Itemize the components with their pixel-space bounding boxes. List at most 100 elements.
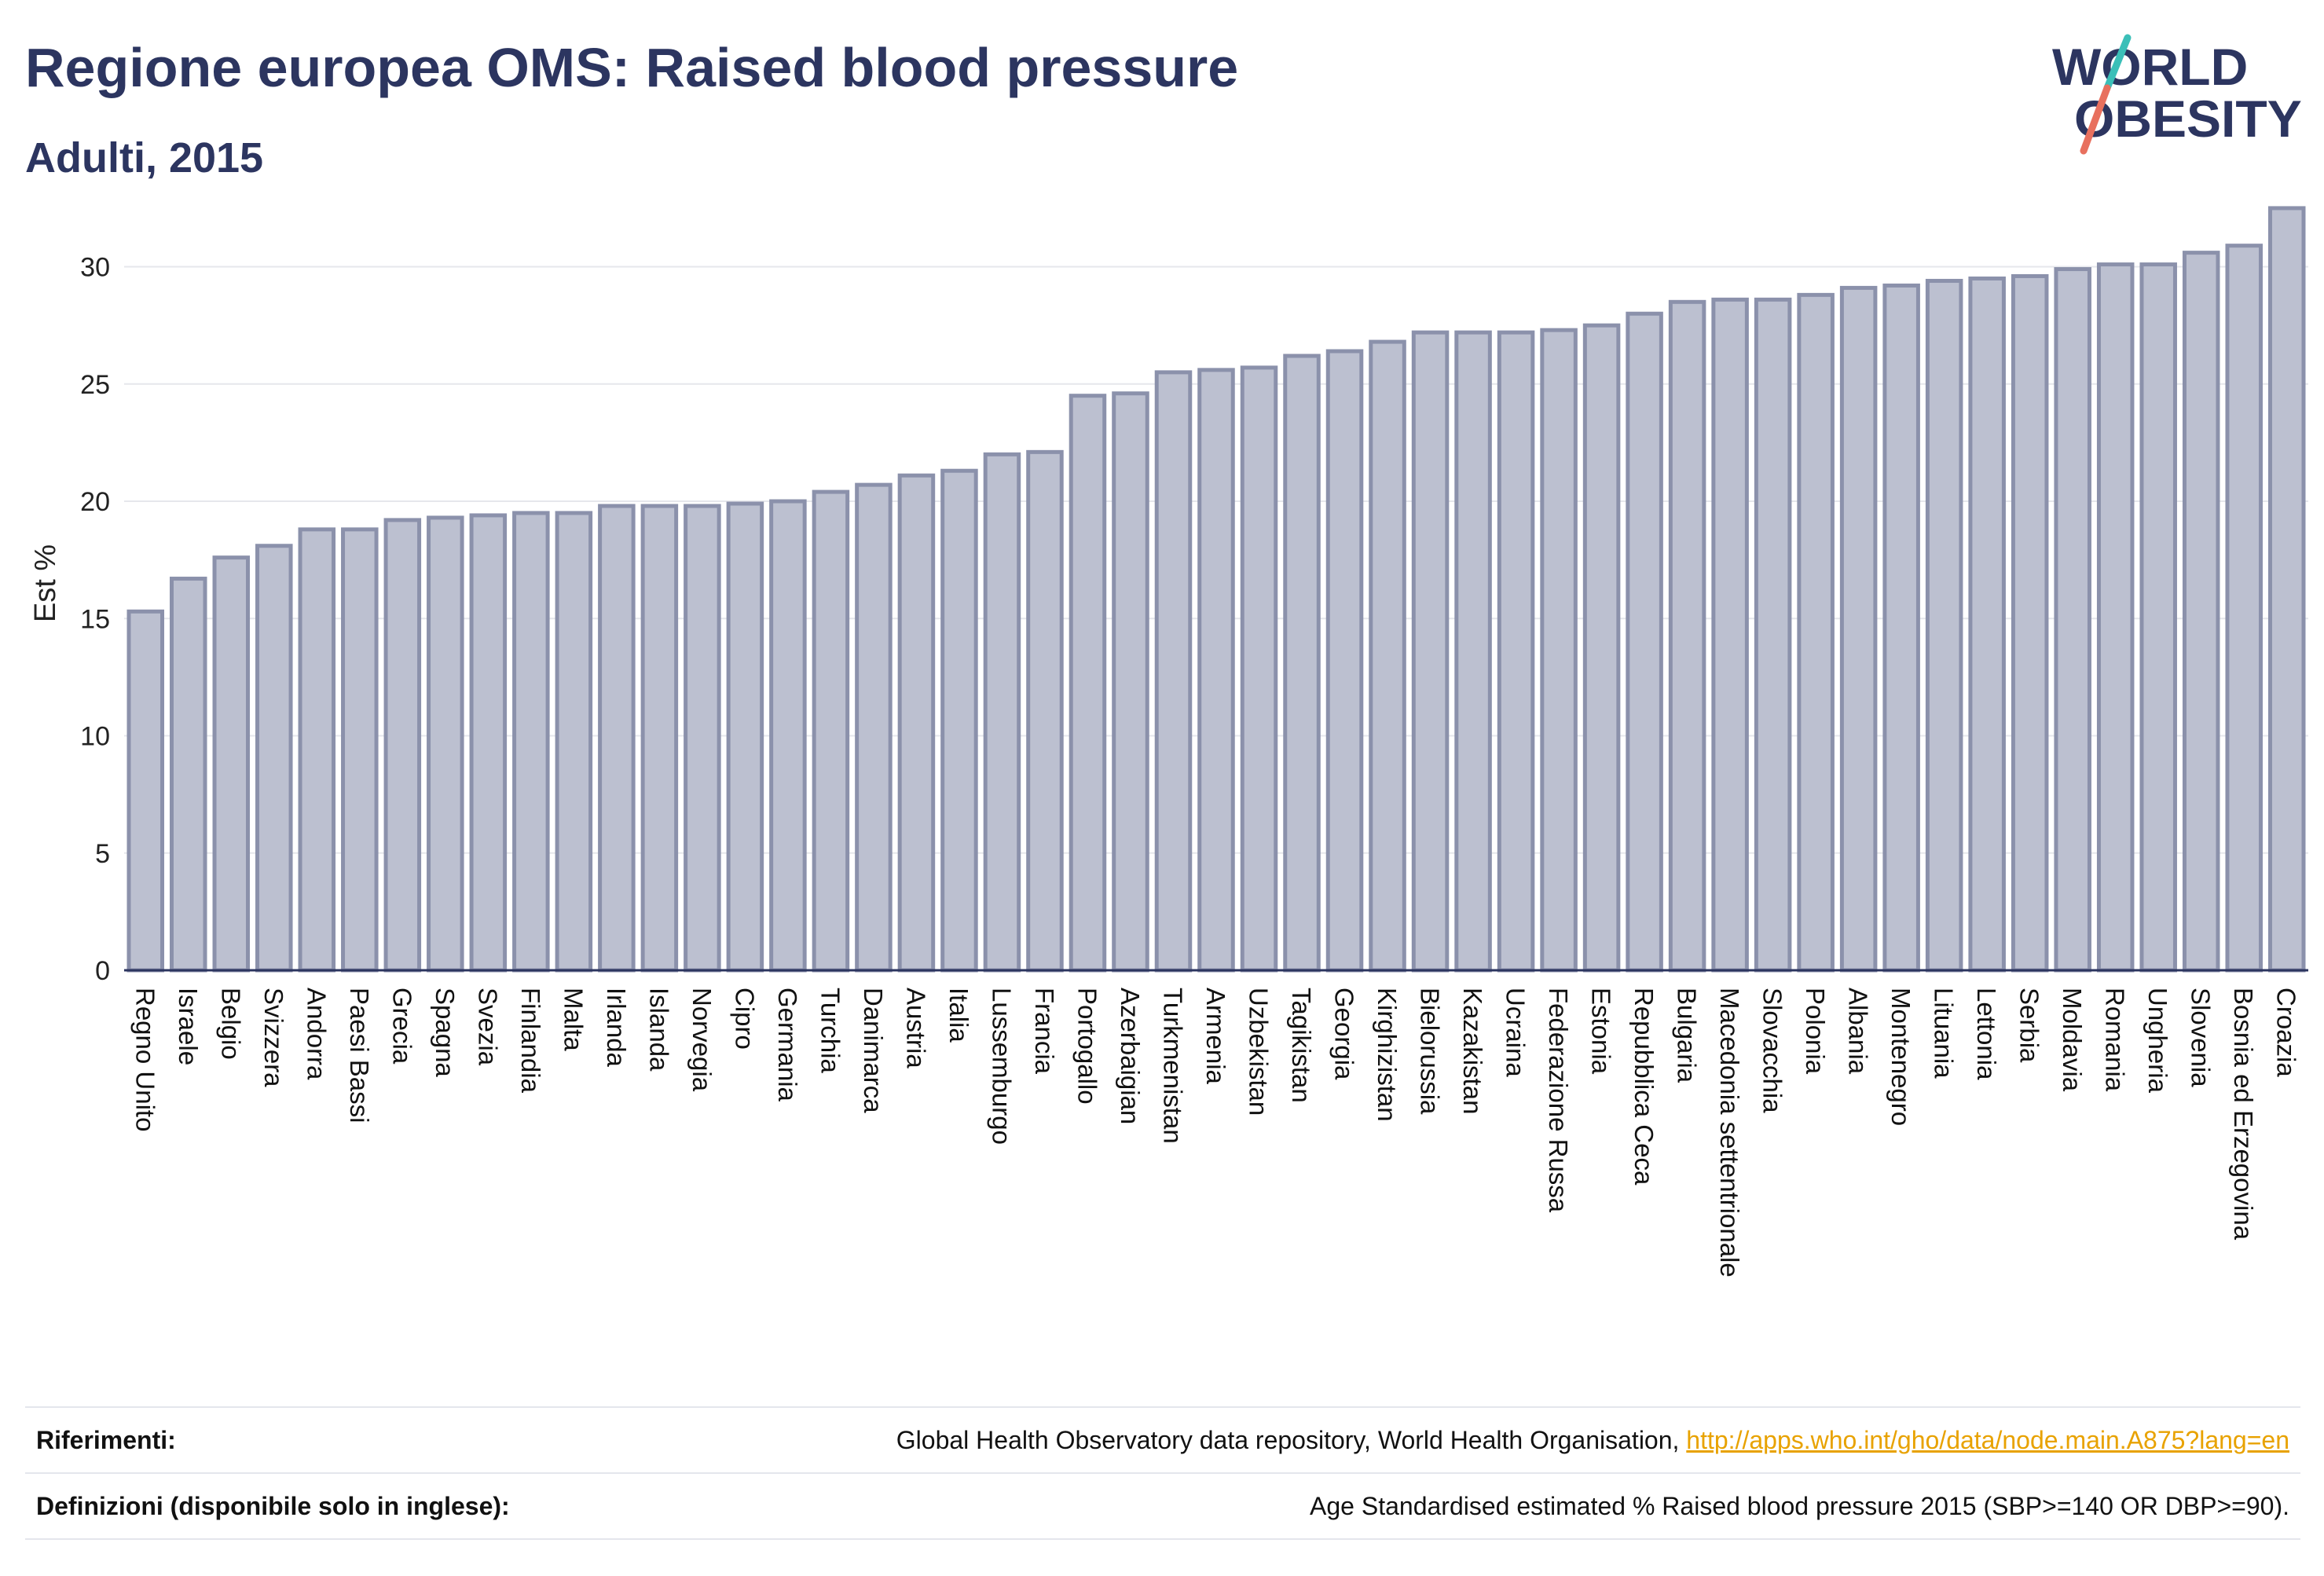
bar — [427, 515, 464, 973]
bar — [469, 513, 508, 973]
y-tick-label: 5 — [95, 839, 110, 869]
definitions-row: Definizioni (disponibile solo in inglese… — [25, 1472, 2300, 1540]
bar — [812, 489, 850, 973]
bar — [1411, 330, 1450, 973]
logo-slash-teal — [2103, 34, 2132, 92]
y-tick-label: 30 — [80, 253, 110, 283]
bar — [1711, 297, 1749, 973]
references-text: Global Health Observatory data repositor… — [896, 1425, 1687, 1454]
x-tick-label: Finlandia — [516, 988, 545, 1094]
x-tick-label: Montenegro — [1886, 988, 1915, 1126]
references-row: Riferimenti: Global Health Observatory d… — [25, 1406, 2300, 1472]
x-tick-label: Polonia — [1801, 988, 1830, 1075]
x-tick-label: Lussemburgo — [987, 988, 1016, 1145]
x-tick-label: Islanda — [644, 988, 673, 1072]
x-tick-label: Estonia — [1587, 988, 1616, 1075]
x-tick-label: Norvegia — [687, 988, 717, 1092]
world-obesity-logo: WORLD OBESITY — [2052, 34, 2302, 155]
x-tick-label: Svezia — [473, 988, 502, 1066]
bar — [855, 482, 893, 973]
bar — [1197, 368, 1235, 973]
x-tick-label: Repubblica Ceca — [1629, 988, 1659, 1186]
bar — [1026, 449, 1064, 973]
definitions-label: Definizioni (disponibile solo in inglese… — [36, 1491, 510, 1520]
bar — [126, 609, 165, 973]
logo-line-2: OBESITY — [2074, 90, 2302, 148]
x-tick-label: Lettonia — [1972, 988, 2001, 1080]
x-tick-label: Slovenia — [2187, 988, 2216, 1087]
bar — [1797, 292, 1835, 973]
references-link[interactable]: http://apps.who.int/gho/data/node.main.A… — [1686, 1425, 2289, 1454]
bar — [512, 511, 550, 973]
x-tick-label: Irlanda — [602, 988, 631, 1068]
bar — [1882, 283, 1920, 973]
x-tick-label: Kirghizistan — [1373, 988, 1402, 1122]
bar — [1112, 391, 1149, 973]
x-tick-label: Croazia — [2272, 988, 2301, 1077]
bar — [1325, 349, 1364, 973]
y-tick-label: 15 — [80, 604, 110, 634]
y-tick-label: 0 — [95, 956, 110, 986]
y-tick-label: 20 — [80, 487, 110, 517]
bar-chart: 0 5 10 15 20 25 30 Est % Regno Unito Israele Belgi… — [29, 206, 2308, 1277]
x-tick-label: Ucraina — [1501, 988, 1530, 1077]
bar — [1925, 278, 1963, 973]
x-tick-label: Israele — [174, 988, 203, 1065]
bar — [1497, 330, 1535, 973]
bar — [383, 518, 422, 973]
x-tick-label: Uzbekistan — [1244, 988, 1274, 1116]
x-tick-label: Svizzera — [259, 988, 288, 1087]
bar — [598, 504, 636, 973]
logo-line-1: WORLD — [2052, 38, 2248, 96]
bar — [983, 452, 1021, 973]
x-tick-label: Spagna — [431, 988, 460, 1077]
x-tick-label: Armenia — [1201, 988, 1230, 1085]
bar — [170, 577, 207, 973]
x-tick-label: Turkmenistan — [1158, 988, 1187, 1144]
references-table: Riferimenti: Global Health Observatory d… — [25, 1406, 2300, 1540]
bar — [341, 527, 379, 973]
definitions-value: Age Standardised estimated % Raised bloo… — [1310, 1491, 2289, 1520]
x-tick-label: Ungheria — [2143, 988, 2172, 1094]
bar — [897, 473, 936, 973]
x-tick-label: Bosnia ed Erzegovina — [2229, 988, 2258, 1241]
bar — [555, 511, 593, 973]
x-tick-label: Germania — [773, 988, 802, 1102]
x-tick-label: Macedonia settentrionale — [1715, 988, 1744, 1277]
bar — [1069, 394, 1107, 973]
bar — [2096, 262, 2135, 973]
bar — [1283, 354, 1321, 973]
x-tick-label: Lituania — [1930, 988, 1959, 1079]
bar — [2267, 206, 2306, 973]
chart-title: Regione europea OMS: Raised blood pressu… — [25, 37, 1239, 98]
x-tick-label: Romania — [2101, 988, 2130, 1092]
references-label: Riferimenti: — [36, 1425, 176, 1454]
x-tick-label: Regno Unito — [130, 988, 159, 1131]
bar — [1369, 339, 1406, 973]
bar — [640, 504, 679, 973]
x-tick-label: Moldavia — [2058, 988, 2087, 1092]
x-tick-label: Georgia — [1330, 988, 1359, 1080]
x-tick-label: Slovacchia — [1758, 988, 1787, 1113]
bar — [769, 499, 807, 973]
x-tick-label: Francia — [1030, 988, 1059, 1075]
bar — [1839, 285, 1878, 973]
bar — [726, 501, 764, 973]
bar — [2225, 244, 2263, 973]
bar — [1540, 328, 1578, 973]
bar — [1968, 276, 2006, 973]
x-tick-label: Italia — [944, 988, 973, 1043]
bar — [1668, 299, 1706, 973]
x-tick-label: Portogallo — [1072, 988, 1102, 1105]
bar — [298, 527, 336, 973]
x-tick-label: Bulgaria — [1673, 988, 1702, 1083]
bar — [255, 544, 293, 973]
bar — [2011, 273, 2049, 973]
x-tick-label: Federazione Russa — [1544, 988, 1573, 1213]
bar — [1454, 330, 1492, 973]
x-tick-label: Albania — [1844, 988, 1873, 1075]
bar — [940, 468, 978, 973]
bar — [212, 555, 251, 973]
x-tick-label: Malta — [559, 988, 588, 1051]
y-axis-title: Est % — [29, 544, 62, 622]
